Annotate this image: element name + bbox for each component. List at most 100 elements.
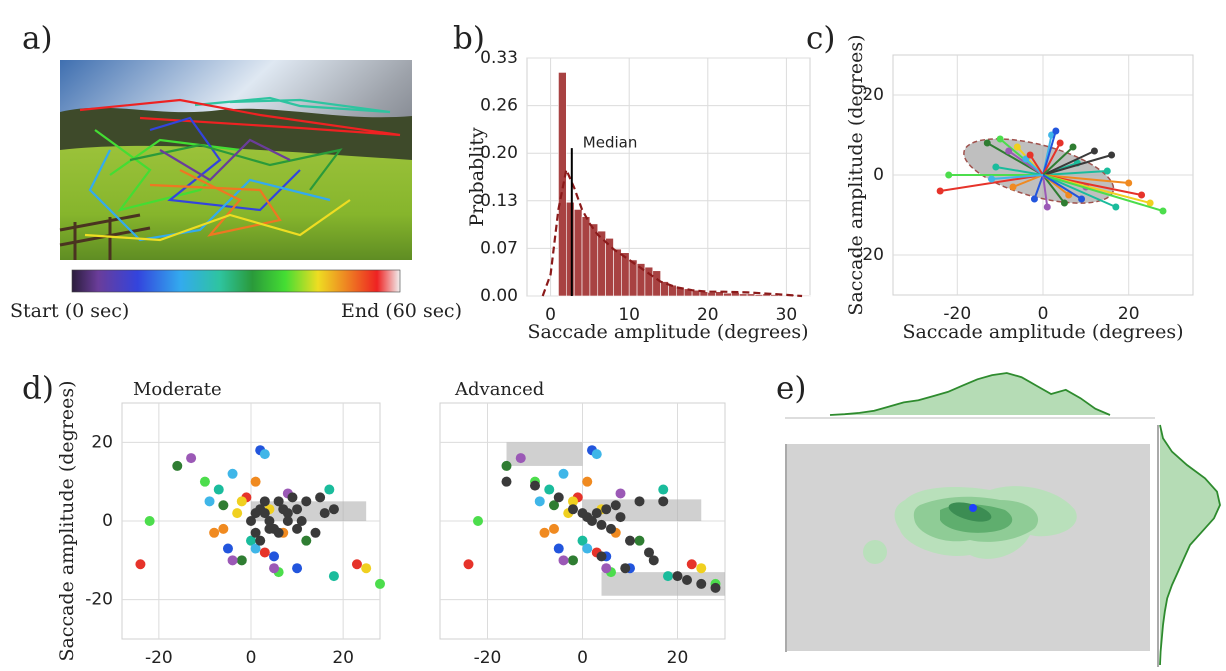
scatter-point bbox=[558, 468, 569, 479]
saccade-vector bbox=[1042, 174, 1129, 184]
saccade-vector bbox=[1042, 174, 1083, 200]
scatter-point bbox=[544, 484, 555, 495]
scanpath-segment bbox=[88, 149, 331, 242]
scatter-point bbox=[696, 578, 707, 589]
scatter-point bbox=[515, 453, 526, 464]
x-tick-label: 10 bbox=[618, 305, 640, 325]
y-tick-label: 0.26 bbox=[480, 96, 518, 116]
histogram-bar bbox=[573, 209, 583, 297]
scatter-point bbox=[250, 527, 261, 538]
saccade-vector bbox=[939, 174, 1044, 192]
region-box bbox=[601, 572, 725, 596]
saccade-vector bbox=[995, 166, 1044, 176]
scatter-point bbox=[227, 468, 238, 479]
scatter-point bbox=[172, 460, 183, 471]
saccade-vector bbox=[1042, 130, 1057, 176]
y-tick-label: 0.00 bbox=[480, 286, 518, 306]
scatter-point bbox=[328, 504, 339, 515]
scene-image bbox=[59, 60, 412, 293]
scatter-point bbox=[625, 535, 635, 546]
x-tick-label: 20 bbox=[697, 305, 719, 325]
scatter-point bbox=[553, 492, 564, 503]
saccade-endpoint bbox=[1052, 127, 1060, 135]
scatter-point bbox=[287, 492, 298, 503]
annotation: Median bbox=[583, 134, 638, 152]
saccade-vector bbox=[1042, 174, 1117, 208]
scanpath-segment bbox=[129, 143, 343, 191]
panel-label: c) bbox=[806, 21, 835, 57]
scatter-point bbox=[259, 508, 270, 519]
histogram-bar bbox=[801, 294, 811, 297]
histogram-bar bbox=[581, 216, 591, 297]
saccade-endpoint bbox=[983, 139, 991, 147]
kde-line bbox=[541, 166, 803, 298]
histogram-bar bbox=[652, 270, 661, 297]
scatter-point bbox=[222, 543, 233, 554]
histogram-bar bbox=[746, 293, 756, 297]
kde-panel bbox=[785, 417, 1159, 667]
subplot-title: Advanced bbox=[454, 379, 544, 400]
saccade-vector bbox=[1029, 154, 1044, 176]
scatter-point bbox=[686, 559, 697, 570]
scatter-point bbox=[250, 476, 261, 487]
peak-marker bbox=[969, 504, 977, 512]
y-tick-label: 20 bbox=[91, 432, 113, 452]
scatter-point bbox=[549, 500, 559, 511]
y-axis-label: Saccade amplitude (degrees) bbox=[845, 34, 867, 315]
histogram-bar bbox=[628, 259, 638, 297]
histogram-bar bbox=[621, 252, 630, 297]
scatter-point bbox=[232, 508, 243, 519]
scatter-point bbox=[610, 500, 621, 511]
y-tick-label: 0 bbox=[102, 511, 113, 531]
scanpath bbox=[79, 96, 401, 242]
colorbar-label: Start (0 sec) bbox=[10, 300, 129, 322]
histogram-bar bbox=[738, 293, 748, 297]
marginal-density-line bbox=[829, 372, 1111, 416]
scatter-point bbox=[264, 516, 275, 526]
scatter-point bbox=[301, 535, 312, 546]
scanpath-segment bbox=[94, 129, 243, 212]
saccade-endpoint bbox=[1043, 203, 1051, 211]
x-tick-label: 0 bbox=[577, 648, 588, 668]
x-axis-label: Saccade amplitude (degrees) bbox=[527, 321, 808, 343]
x-axis-label: Saccade amplitude (degrees) bbox=[902, 321, 1183, 343]
saccade-endpoint bbox=[1159, 207, 1167, 215]
scatter-point bbox=[568, 504, 578, 515]
scatter-point bbox=[634, 535, 645, 546]
scatter-point bbox=[672, 571, 683, 582]
y-tick-label: 20 bbox=[862, 85, 884, 105]
saccade-endpoint bbox=[1069, 143, 1077, 151]
scatter-point bbox=[236, 555, 247, 566]
scatter-point bbox=[596, 519, 607, 530]
scatter-point bbox=[301, 496, 312, 507]
scatter-point bbox=[596, 551, 607, 562]
scatter-point bbox=[658, 484, 669, 495]
scanpath-segment bbox=[79, 98, 401, 137]
saccade-vector bbox=[1042, 174, 1164, 212]
scatter-point bbox=[606, 523, 616, 534]
saccade-endpoint bbox=[992, 163, 1000, 171]
scatter-point bbox=[530, 480, 540, 491]
histogram-bar bbox=[707, 292, 716, 297]
scatter-point bbox=[324, 484, 335, 495]
scatter-point bbox=[710, 582, 721, 593]
scanpath-segment bbox=[159, 138, 291, 182]
scatter-point bbox=[292, 523, 303, 534]
saccade-vector bbox=[1042, 174, 1066, 204]
scatter-point bbox=[246, 535, 256, 546]
saccade-vector bbox=[1042, 174, 1049, 208]
scatter-point bbox=[539, 527, 550, 538]
scatter-point bbox=[582, 543, 593, 554]
y-tick-label: 0.33 bbox=[480, 48, 518, 68]
saccade-endpoint bbox=[936, 187, 944, 195]
scatter-point bbox=[634, 496, 645, 507]
saccade-endpoint bbox=[1090, 147, 1098, 155]
saccade-endpoint bbox=[1112, 203, 1120, 211]
scatter-point bbox=[658, 496, 669, 507]
scatter-point bbox=[292, 504, 303, 515]
marginal-density-fill bbox=[830, 373, 1110, 415]
saccade-endpoint bbox=[1030, 195, 1038, 203]
scatter-point bbox=[255, 535, 266, 546]
x-tick-label: -20 bbox=[943, 304, 971, 324]
scatter-point bbox=[273, 527, 284, 538]
